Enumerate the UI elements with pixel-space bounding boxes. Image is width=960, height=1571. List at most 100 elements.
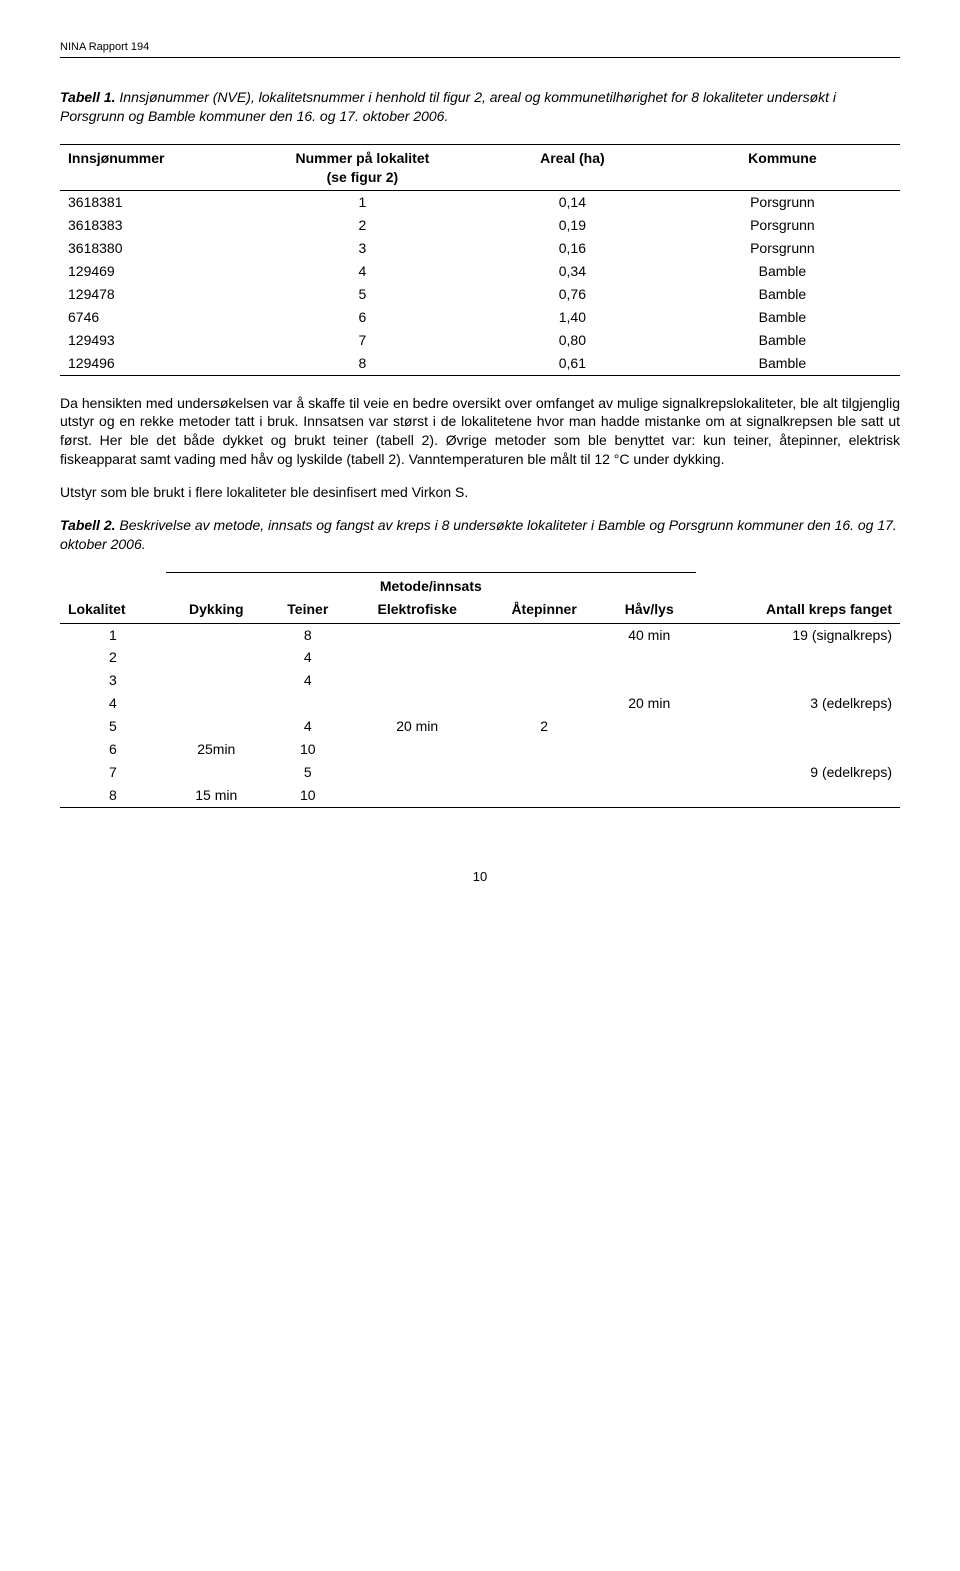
table1-cell: 5: [245, 283, 480, 306]
table2-cell: [603, 784, 696, 807]
table2-h-c1: Lokalitet: [60, 596, 166, 623]
table2-cell: 4: [267, 669, 349, 692]
table2-cell: 20 min: [603, 692, 696, 715]
table2: Metode/innsats Lokalitet Dykking Teiner …: [60, 572, 900, 808]
table2-cell: [603, 761, 696, 784]
table2-h-c4: Elektrofiske: [349, 596, 486, 623]
table2-cell: [696, 738, 900, 761]
table2-cell: 6: [60, 738, 166, 761]
table2-cell: 8: [60, 784, 166, 807]
table-row: 674661,40Bamble: [60, 306, 900, 329]
table2-cell: [603, 669, 696, 692]
paragraph-1: Da hensikten med undersøkelsen var å ska…: [60, 394, 900, 470]
table2-cell: 5: [267, 761, 349, 784]
table1-h-c2: Nummer på lokalitet (se figur 2): [245, 144, 480, 191]
table2-cell: [603, 646, 696, 669]
table2-cell: 10: [267, 784, 349, 807]
table1-cell: 3618381: [60, 191, 245, 214]
table1-cell: 2: [245, 214, 480, 237]
table-row: 12947850,76Bamble: [60, 283, 900, 306]
table-row: 361838320,19Porsgrunn: [60, 214, 900, 237]
table2-cell: 2: [60, 646, 166, 669]
table2-cell: 3 (edelkreps): [696, 692, 900, 715]
table1: Innsjønummer Nummer på lokalitet (se fig…: [60, 144, 900, 376]
table1-cell: Bamble: [665, 283, 900, 306]
table2-cell: 40 min: [603, 623, 696, 646]
table1-cell: Bamble: [665, 260, 900, 283]
table2-cell: 19 (signalkreps): [696, 623, 900, 646]
table2-cell: 9 (edelkreps): [696, 761, 900, 784]
table-row: 12946940,34Bamble: [60, 260, 900, 283]
table1-caption-text: Innsjønummer (NVE), lokalitetsnummer i h…: [60, 89, 836, 124]
table2-cell: 4: [267, 646, 349, 669]
table-row: 4 20 min3 (edelkreps): [60, 692, 900, 715]
table2-cell: [349, 646, 486, 669]
table2-cell: [349, 738, 486, 761]
table1-cell: 3: [245, 237, 480, 260]
table2-cell: 8: [267, 623, 349, 646]
table2-cell: [349, 761, 486, 784]
table-row: 625min10: [60, 738, 900, 761]
table2-cell: 2: [486, 715, 603, 738]
table2-cell: [486, 692, 603, 715]
table2-h-c2: Dykking: [166, 596, 267, 623]
table2-cell: [486, 669, 603, 692]
table2-cell: 1: [60, 623, 166, 646]
table1-cell: 0,19: [480, 214, 665, 237]
table-row: 12949680,61Bamble: [60, 352, 900, 375]
report-header: NINA Rapport 194: [60, 40, 900, 58]
table1-cell: 0,80: [480, 329, 665, 352]
table2-group-header: Metode/innsats: [166, 572, 696, 595]
table2-cell: 15 min: [166, 784, 267, 807]
table2-h-c7: Antall kreps fanget: [696, 596, 900, 623]
table1-cell: Porsgrunn: [665, 191, 900, 214]
table2-cell: [166, 715, 267, 738]
table2-cell: 4: [60, 692, 166, 715]
table1-cell: 4: [245, 260, 480, 283]
table1-h-c2a: Nummer på lokalitet: [295, 150, 429, 166]
table-row: 1 8 40 min19 (signalkreps): [60, 623, 900, 646]
table2-h-c6: Håv/lys: [603, 596, 696, 623]
table1-caption: Tabell 1. Innsjønummer (NVE), lokalitets…: [60, 88, 900, 126]
table2-cell: [349, 784, 486, 807]
table2-caption-label: Tabell 2.: [60, 517, 116, 533]
table1-cell: 129478: [60, 283, 245, 306]
table2-cell: [166, 646, 267, 669]
table2-cell: [486, 738, 603, 761]
table2-cell: [166, 623, 267, 646]
table2-cell: 3: [60, 669, 166, 692]
table2-h-c5: Åtepinner: [486, 596, 603, 623]
table1-cell: 0,16: [480, 237, 665, 260]
table2-h-c3: Teiner: [267, 596, 349, 623]
table-row: 34: [60, 669, 900, 692]
table1-cell: 129496: [60, 352, 245, 375]
table-row: 361838030,16Porsgrunn: [60, 237, 900, 260]
table1-cell: 6: [245, 306, 480, 329]
table-row: 5420 min2: [60, 715, 900, 738]
table1-cell: 3618380: [60, 237, 245, 260]
table2-cell: [166, 692, 267, 715]
table2-cell: [696, 646, 900, 669]
table2-caption-text: Beskrivelse av metode, innsats og fangst…: [60, 517, 897, 552]
table1-cell: 3618383: [60, 214, 245, 237]
table2-caption: Tabell 2. Beskrivelse av metode, innsats…: [60, 516, 900, 554]
table1-h-c1: Innsjønummer: [60, 144, 245, 191]
table2-cell: [166, 669, 267, 692]
table1-cell: 1,40: [480, 306, 665, 329]
table2-cell: [486, 761, 603, 784]
table1-cell: Porsgrunn: [665, 237, 900, 260]
table1-caption-label: Tabell 1.: [60, 89, 116, 105]
table-row: 815 min10: [60, 784, 900, 807]
table2-cell: [696, 715, 900, 738]
table1-cell: Porsgrunn: [665, 214, 900, 237]
table2-cell: [166, 761, 267, 784]
table2-cell: [349, 669, 486, 692]
paragraph-2: Utstyr som ble brukt i flere lokaliteter…: [60, 483, 900, 502]
table2-cell: 10: [267, 738, 349, 761]
table2-cell: [267, 692, 349, 715]
page-number: 10: [60, 868, 900, 886]
table1-cell: 0,61: [480, 352, 665, 375]
table2-cell: 4: [267, 715, 349, 738]
table2-cell: 20 min: [349, 715, 486, 738]
table-row: 24: [60, 646, 900, 669]
